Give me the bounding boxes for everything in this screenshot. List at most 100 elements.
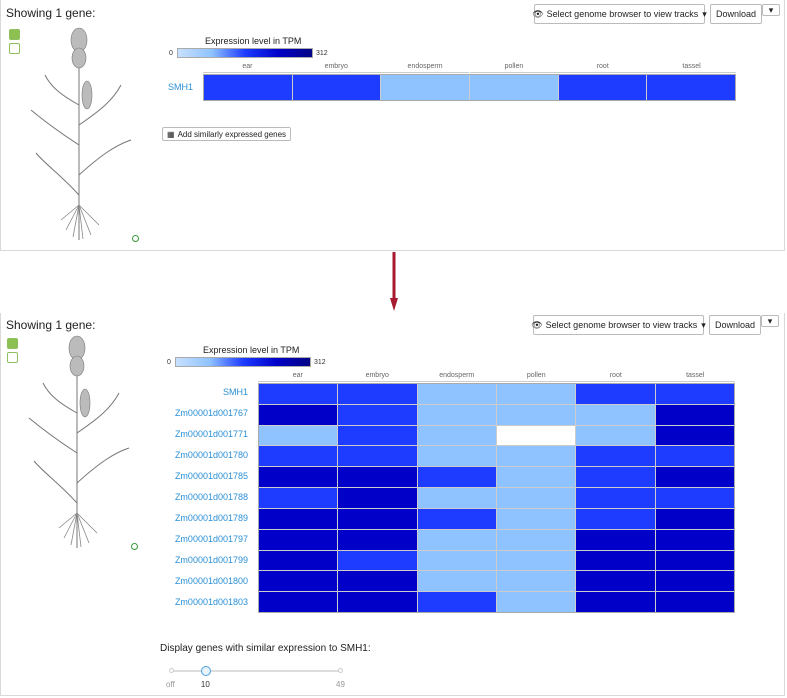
heatmap-cell[interactable] [576, 404, 655, 425]
add-similar-genes-button[interactable]: ▦ Add similarly expressed genes [162, 127, 292, 141]
gene-link[interactable]: Zm00001d001799 [174, 554, 248, 565]
heatmap-cell[interactable] [259, 571, 338, 592]
heatmap-cell[interactable] [338, 404, 417, 425]
heatmap-cell[interactable] [259, 592, 338, 612]
heatmap-cell[interactable] [338, 571, 417, 592]
heatmap-cell[interactable] [576, 467, 655, 488]
heatmap-cell[interactable] [338, 467, 417, 488]
heatmap-cell[interactable] [417, 550, 496, 571]
heatmap-cell[interactable] [655, 425, 734, 446]
gene-link[interactable]: Zm00001d001785 [174, 471, 248, 482]
heatmap-cell[interactable] [655, 488, 734, 508]
heatmap-cell[interactable] [655, 508, 734, 529]
heatmap-cell[interactable] [417, 508, 496, 529]
heatmap-cell[interactable] [655, 550, 734, 571]
heatmap-cell[interactable] [576, 508, 655, 529]
heatmap-cell[interactable] [469, 75, 558, 100]
heatmap-cell[interactable] [292, 75, 381, 100]
heatmap-cell[interactable] [497, 529, 576, 550]
info-icon[interactable] [132, 235, 139, 242]
similarity-slider-track[interactable] [171, 670, 342, 672]
column-header-pollen: pollen [496, 372, 576, 382]
similarity-slider-handle[interactable] [200, 666, 211, 676]
heatmap-cell[interactable] [417, 446, 496, 467]
heatmap-cell[interactable] [338, 446, 417, 467]
heatmap-cell[interactable] [655, 446, 734, 467]
heatmap-cell[interactable] [259, 529, 338, 550]
heatmap-cell[interactable] [338, 425, 417, 446]
heatmap-cell[interactable] [417, 488, 496, 508]
heatmap-cell[interactable] [259, 467, 338, 488]
heatmap-cell[interactable] [259, 425, 338, 446]
heatmap-cell[interactable] [576, 425, 655, 446]
heatmap-cell[interactable] [497, 446, 576, 467]
heatmap-cell[interactable] [497, 508, 576, 529]
heatmap-cell[interactable] [417, 384, 496, 404]
heatmap-cell[interactable] [655, 592, 734, 612]
info-icon[interactable] [131, 543, 138, 550]
gene-link[interactable]: SMH1 [167, 81, 193, 92]
heatmap-cell[interactable] [417, 571, 496, 592]
gene-link[interactable]: SMH1 [222, 387, 248, 398]
heatmap-cell[interactable] [417, 425, 496, 446]
gene-link[interactable]: Zm00001d001780 [174, 450, 248, 461]
gene-link[interactable]: Zm00001d001771 [174, 429, 248, 440]
heatmap-cell[interactable] [497, 404, 576, 425]
genome-browser-select-button[interactable]: 👁 Select genome browser to view tracks ▾ [532, 4, 707, 24]
download-dropdown-button[interactable]: ▾ [761, 315, 779, 327]
download-button[interactable]: Download [710, 4, 762, 24]
anatomogram-tool-plant-button[interactable] [9, 29, 20, 40]
heatmap-cell[interactable] [576, 488, 655, 508]
heatmap-cell[interactable] [497, 550, 576, 571]
heatmap-cell[interactable] [497, 425, 576, 446]
heatmap-cell[interactable] [417, 404, 496, 425]
download-button[interactable]: Download [709, 315, 761, 335]
heatmap-cell[interactable] [558, 75, 647, 100]
anatomogram-tool-plant-button[interactable] [7, 338, 18, 349]
heatmap-cell[interactable] [204, 75, 292, 100]
gene-link[interactable]: Zm00001d001803 [174, 596, 248, 607]
anatomogram-tool-flower-button[interactable] [9, 43, 20, 54]
heatmap-cell[interactable] [655, 384, 734, 404]
heatmap-cell[interactable] [655, 467, 734, 488]
download-dropdown-button[interactable]: ▾ [762, 4, 780, 16]
heatmap-cell[interactable] [576, 571, 655, 592]
heatmap-cell[interactable] [417, 592, 496, 612]
heatmap-cell[interactable] [576, 592, 655, 612]
heatmap-cell[interactable] [259, 488, 338, 508]
heatmap-cell[interactable] [259, 446, 338, 467]
heatmap-cell[interactable] [259, 384, 338, 404]
gene-link[interactable]: Zm00001d001797 [174, 533, 248, 544]
heatmap-cell[interactable] [576, 446, 655, 467]
gene-link[interactable]: Zm00001d001800 [174, 575, 248, 586]
heatmap-cell[interactable] [259, 508, 338, 529]
heatmap-cell[interactable] [338, 488, 417, 508]
anatomogram-tool-flower-button[interactable] [7, 352, 18, 363]
heatmap-cell[interactable] [338, 384, 417, 404]
heatmap-cell[interactable] [647, 75, 735, 100]
heatmap-cell[interactable] [338, 592, 417, 612]
heatmap-cell[interactable] [381, 75, 469, 100]
gene-link[interactable]: Zm00001d001789 [174, 512, 248, 523]
heatmap-cell[interactable] [655, 529, 734, 550]
heatmap-cell[interactable] [259, 404, 338, 425]
heatmap-cell[interactable] [497, 384, 576, 404]
heatmap-cell[interactable] [576, 529, 655, 550]
gene-link[interactable]: Zm00001d001788 [174, 492, 248, 502]
heatmap-cell[interactable] [497, 467, 576, 488]
heatmap-cell[interactable] [497, 571, 576, 592]
heatmap-cell[interactable] [655, 571, 734, 592]
heatmap-cell[interactable] [655, 404, 734, 425]
heatmap-cell[interactable] [576, 550, 655, 571]
heatmap-cell[interactable] [497, 592, 576, 612]
heatmap-cell[interactable] [417, 467, 496, 488]
heatmap-cell[interactable] [497, 488, 576, 508]
heatmap-cell[interactable] [338, 550, 417, 571]
gene-link[interactable]: Zm00001d001767 [174, 408, 248, 419]
heatmap-cell[interactable] [576, 384, 655, 404]
heatmap-cell[interactable] [338, 508, 417, 529]
heatmap-cell[interactable] [259, 550, 338, 571]
heatmap-cell[interactable] [338, 529, 417, 550]
heatmap-cell[interactable] [417, 529, 496, 550]
genome-browser-select-button[interactable]: 👁 Select genome browser to view tracks ▾ [531, 315, 706, 335]
